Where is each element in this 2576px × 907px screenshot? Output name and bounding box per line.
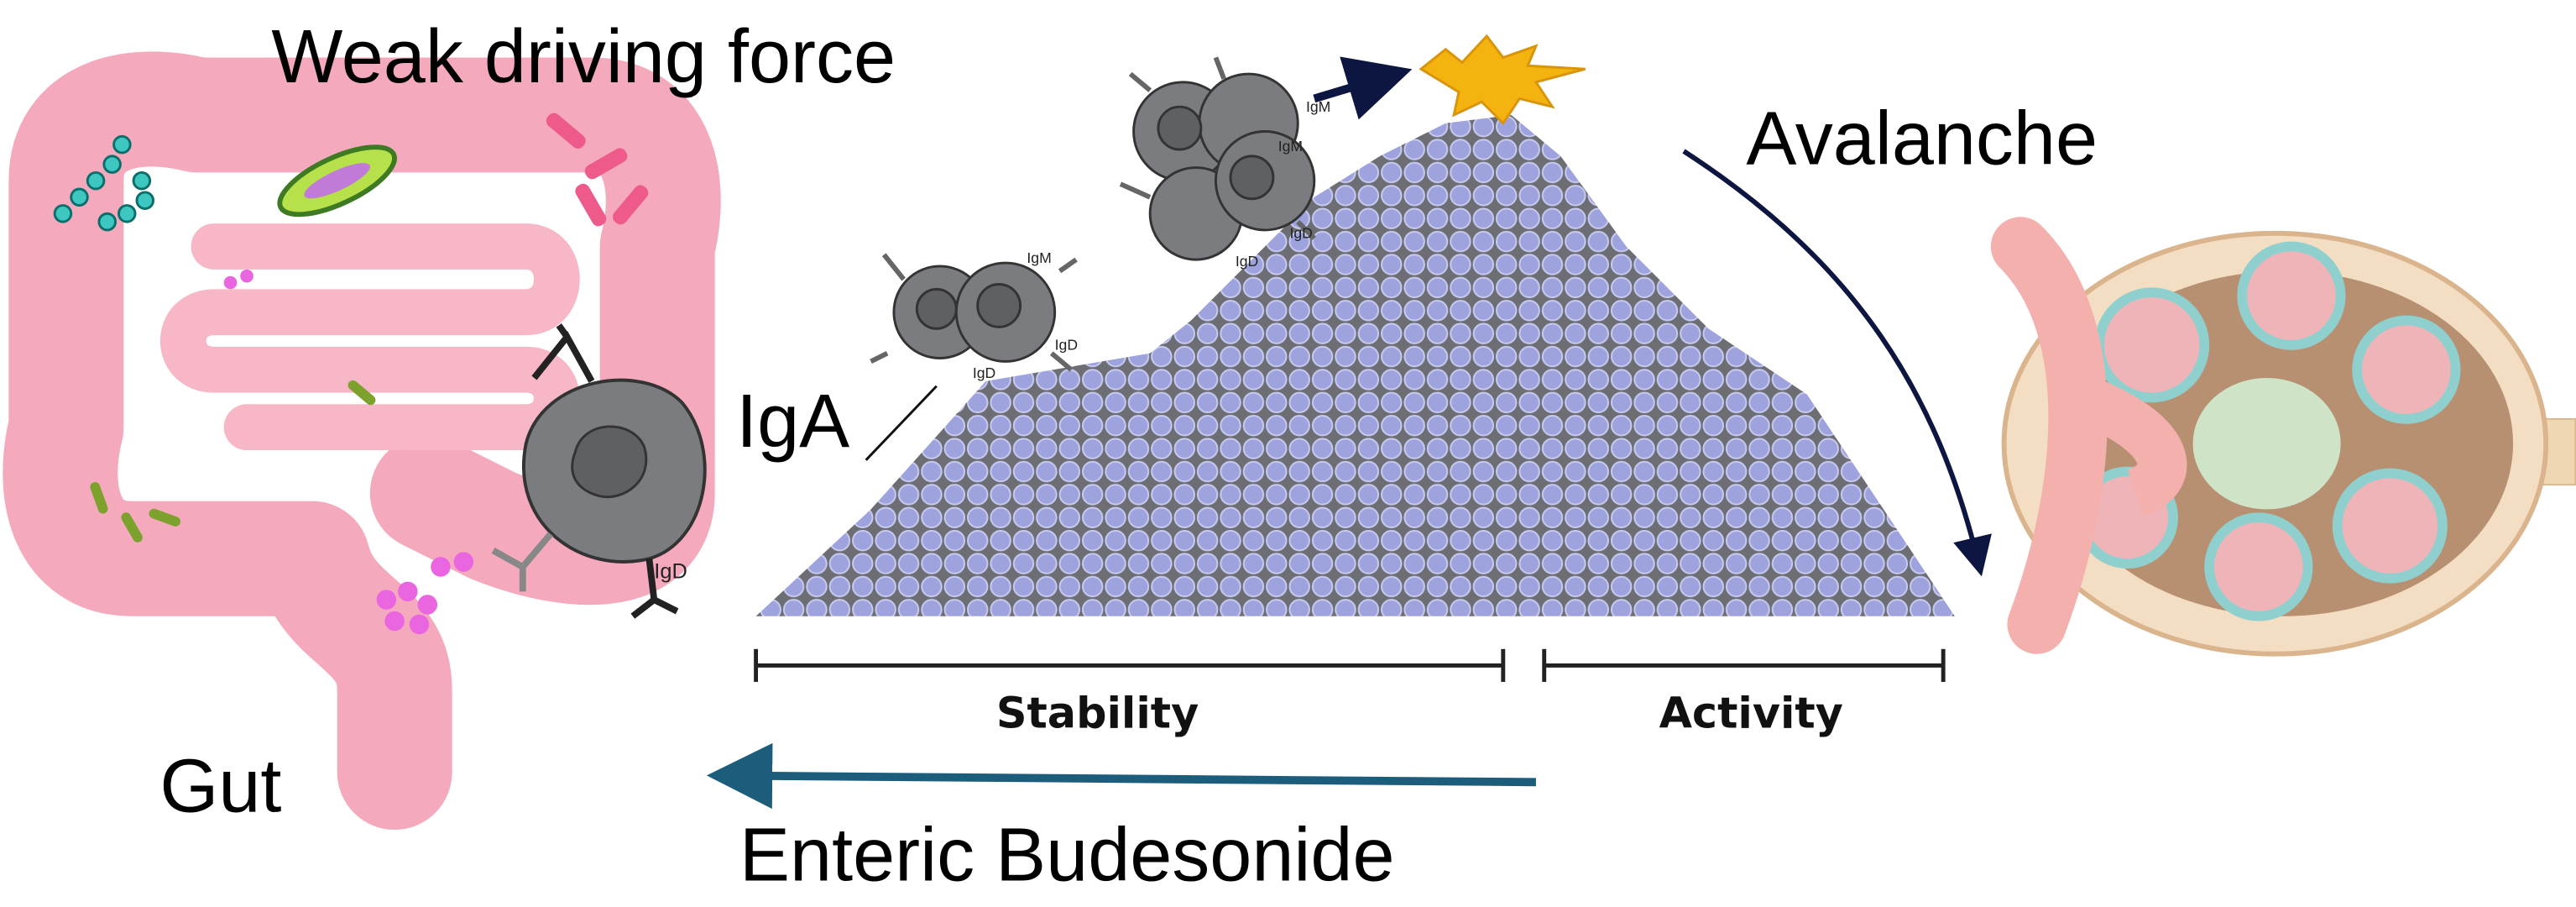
label: Avalanche xyxy=(1746,97,2098,181)
label: Gut xyxy=(159,745,281,829)
arrow xyxy=(1682,149,1992,577)
arrow xyxy=(706,742,1536,810)
cell-label: IgD xyxy=(1055,337,1078,354)
pointer-line xyxy=(865,385,938,461)
gut-illustration xyxy=(3,51,721,831)
cell-label: IgM xyxy=(1306,98,1330,115)
burst-icon xyxy=(1419,34,1586,126)
cell-label: IgM xyxy=(1278,138,1303,155)
scale-bars xyxy=(754,648,1946,682)
label: Activity xyxy=(1659,689,1843,738)
cell-label: IgM xyxy=(1027,249,1051,266)
cell-label: IgD xyxy=(1236,253,1258,270)
b-cells xyxy=(870,56,1316,372)
cell-label: IgD xyxy=(973,364,995,381)
label: IgA xyxy=(736,380,849,464)
arrow xyxy=(1313,56,1413,120)
cell-label: IgD xyxy=(654,560,687,584)
sandpile xyxy=(755,114,1955,616)
kidney-illustration xyxy=(1990,217,2576,657)
label: Stability xyxy=(996,689,1199,738)
label: Enteric Budesonide xyxy=(739,814,1395,898)
cell-label: IgD xyxy=(1289,225,1312,242)
label: Weak driving force xyxy=(271,15,896,99)
